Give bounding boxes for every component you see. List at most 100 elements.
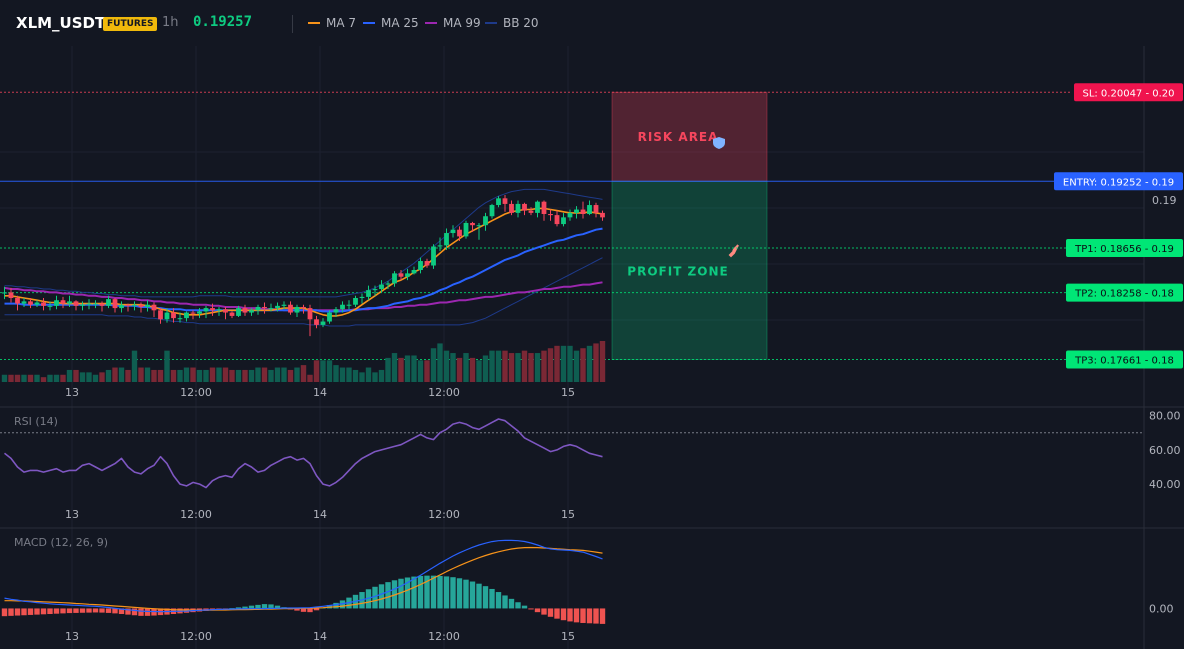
macd-histogram-bar (378, 584, 385, 609)
volume-bar (476, 360, 482, 382)
macd-histogram-bar (255, 604, 261, 609)
volume-bar (489, 350, 495, 382)
trade-zones: RISK AREA PROFIT ZONE (611, 91, 768, 360)
macd-histogram-bar (27, 608, 34, 615)
macd-histogram-bar (495, 592, 502, 609)
volume-bar (170, 369, 177, 382)
volume-bar (177, 369, 183, 382)
symbol-name[interactable]: XLM_USDT (16, 14, 106, 32)
macd-histogram-bar (144, 608, 151, 616)
macd-histogram-bar (339, 600, 346, 609)
header-divider (292, 15, 293, 33)
volume-bar (437, 343, 443, 382)
volume-bar (593, 343, 599, 382)
time-axis-label: 13 (65, 386, 79, 399)
rocket-icon (728, 244, 739, 258)
volume-bar (541, 350, 547, 382)
candle-body (54, 300, 59, 306)
volume-bar (261, 367, 268, 382)
macd-histogram-bar (53, 608, 60, 614)
candle-body (99, 303, 105, 306)
macd-histogram-bar (586, 608, 593, 624)
volume-bar (580, 348, 586, 382)
time-axis-label: 12:00 (428, 386, 460, 399)
futures-badge: FUTURES (103, 17, 158, 31)
volume-bar (411, 355, 417, 382)
candle-body (145, 304, 150, 307)
legend-ma99-label: MA 99 (443, 16, 481, 30)
candle-body (229, 312, 235, 316)
volume-bar (209, 367, 216, 382)
legend-bb20[interactable]: BB 20 (485, 16, 539, 30)
candle-body (236, 308, 241, 316)
candle-body (223, 309, 228, 313)
candle-body (385, 283, 391, 285)
volume-bar (443, 350, 450, 382)
volume-bar (508, 353, 515, 382)
level-badge-1 (1054, 172, 1183, 191)
macd-histogram-bar (593, 608, 599, 624)
volume-bar (365, 367, 372, 382)
volume-bar (469, 357, 476, 382)
macd-histogram-bar (8, 608, 14, 616)
time-axis-label: 13 (65, 508, 79, 521)
volume-bar (27, 374, 34, 382)
volume-bar (339, 367, 346, 382)
macd-histogram-bar (398, 578, 404, 609)
candle-body (41, 302, 46, 306)
candle-body (489, 205, 495, 217)
macd-histogram-bar (307, 608, 313, 613)
candle-body (320, 321, 326, 325)
candle-body (197, 311, 202, 314)
time-axis-label: 12:00 (428, 508, 460, 521)
macd-histogram-bar (417, 575, 424, 609)
candle-body (158, 310, 163, 320)
volume-bar (567, 345, 573, 382)
candle-body (528, 210, 534, 213)
macd-histogram-bar (86, 608, 92, 613)
candle-body (47, 305, 53, 307)
macd-histogram-bar (554, 608, 560, 619)
macd-histogram-bar (560, 608, 567, 621)
legend-ma7-label: MA 7 (326, 16, 357, 30)
level-badge-text-1: ENTRY: 0.19252 - 0.19 (1063, 177, 1174, 188)
macd-line (4, 539, 603, 613)
macd-histogram-bar (521, 605, 528, 609)
candle-body (340, 304, 345, 310)
legend-ma7[interactable]: MA 7 (308, 16, 356, 30)
candle-body (509, 203, 514, 213)
time-axis-label: 15 (561, 386, 575, 399)
price-tick-label: 0.19 (1152, 194, 1177, 207)
candle-body (275, 305, 280, 309)
candle-body (502, 198, 508, 204)
timeframe-selector[interactable]: 1h (162, 15, 179, 30)
volume-bar (222, 367, 229, 382)
volume-bar (144, 367, 151, 382)
legend-ma25[interactable]: MA 25 (363, 16, 419, 30)
macd-histogram-bar (66, 608, 73, 614)
volume-bar (333, 365, 339, 382)
candle-body (548, 214, 553, 216)
macd-histogram-bar (40, 608, 47, 615)
volume-bar (599, 341, 606, 382)
candle-body (288, 304, 293, 313)
legend-ma99[interactable]: MA 99 (425, 16, 481, 30)
macd-histogram-bar (131, 608, 138, 616)
bb-lower-line (4, 257, 603, 327)
axes: 13 12:00 14 12:00 15 13 12:00 14 12:00 15 13 12:00 1… (65, 194, 1177, 643)
candle-body (405, 273, 410, 277)
volume-bar (14, 374, 21, 382)
candle-body (470, 222, 475, 226)
time-axis-label: 14 (313, 508, 327, 521)
macd-histogram-bar (528, 608, 534, 610)
volume-bar (196, 369, 203, 382)
candle-body (600, 212, 605, 218)
macd-histogram-bar (476, 583, 482, 609)
volume-bar (281, 367, 287, 382)
macd-histogram-bar (138, 608, 144, 616)
candle-body (242, 308, 248, 313)
candle-body (366, 290, 371, 297)
macd-histogram-bar (235, 607, 242, 609)
candle-body (21, 301, 27, 304)
